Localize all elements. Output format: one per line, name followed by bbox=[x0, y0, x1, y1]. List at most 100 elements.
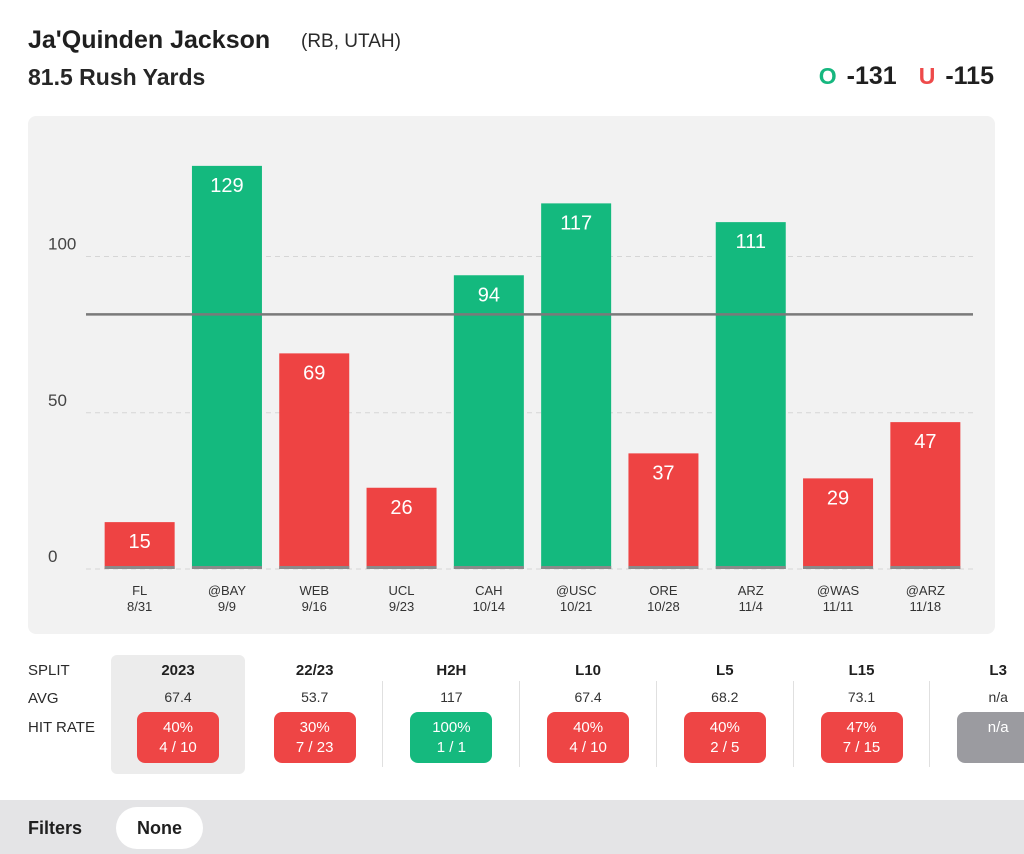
filters-none-chip[interactable]: None bbox=[116, 807, 203, 849]
bar-CAH bbox=[453, 275, 524, 569]
split-avg-value: n/a bbox=[988, 689, 1008, 705]
split-column-label: H2H bbox=[436, 662, 467, 679]
x-date-label: 9/9 bbox=[218, 599, 236, 614]
x-category-label: ORE bbox=[649, 583, 678, 598]
x-date-label: 11/11 bbox=[823, 599, 854, 614]
hit-rate-pill: 100% 1 / 1 bbox=[410, 712, 493, 763]
column-divider bbox=[655, 681, 657, 767]
bar-base bbox=[541, 566, 612, 569]
bar-value-label: 129 bbox=[210, 175, 243, 197]
hit-rate-percent: 100% bbox=[432, 719, 471, 736]
split-column-L10[interactable]: L10 67.4 40% 4 / 10 bbox=[521, 655, 655, 774]
split-column-label: L15 bbox=[848, 662, 875, 679]
bar-base bbox=[191, 566, 262, 569]
hit-rate-percent: 40% bbox=[162, 719, 194, 736]
split-avg-value: 53.7 bbox=[301, 689, 329, 705]
hit-rate-percent: 47% bbox=[846, 719, 877, 736]
avg-label: AVG bbox=[28, 690, 59, 707]
hit-rate-pill: 30% 7 / 23 bbox=[273, 712, 356, 763]
column-divider bbox=[929, 681, 931, 767]
bar-base bbox=[628, 566, 699, 569]
y-tick-label: 100 bbox=[48, 235, 76, 254]
x-category-label: @ARZ bbox=[906, 583, 945, 598]
x-category-label: FL bbox=[132, 583, 147, 598]
hit-rate-pill: 40% 2 / 5 bbox=[683, 712, 766, 763]
x-category-label: @USC bbox=[556, 583, 597, 598]
x-category-label: @BAY bbox=[208, 583, 247, 598]
player-name: Ja'Quinden Jackson bbox=[28, 26, 271, 54]
player-position: (RB, UTAH) bbox=[301, 31, 401, 52]
split-avg-value: 67.4 bbox=[164, 689, 192, 705]
split-avg-value: 67.4 bbox=[574, 689, 602, 705]
hit-rate-label: HIT RATE bbox=[28, 719, 95, 736]
split-avg-value: 117 bbox=[440, 689, 463, 705]
filters-label: Filters bbox=[28, 818, 83, 838]
hit-rate-ratio: 4 / 10 bbox=[569, 739, 607, 756]
hit-rate-percent: 30% bbox=[299, 719, 330, 736]
x-date-label: 9/23 bbox=[389, 599, 414, 614]
x-date-label: 11/18 bbox=[910, 599, 942, 614]
split-column-label: 2023 bbox=[161, 662, 195, 679]
y-tick-label: 50 bbox=[48, 391, 67, 410]
bar-WEB bbox=[279, 353, 350, 569]
bar-@BAY bbox=[191, 165, 262, 569]
bar-value-label: 69 bbox=[303, 362, 325, 384]
x-date-label: 10/21 bbox=[560, 599, 593, 614]
x-date-label: 10/14 bbox=[473, 599, 506, 614]
x-category-label: @WAS bbox=[817, 583, 860, 598]
split-column-2023[interactable]: 2023 67.4 40% 4 / 10 bbox=[111, 655, 245, 774]
x-date-label: 11/4 bbox=[739, 599, 763, 614]
bar-UCL bbox=[366, 487, 437, 569]
under-mark: U bbox=[918, 63, 936, 89]
hit-rate-pill: 40% 4 / 10 bbox=[547, 712, 630, 763]
split-column-L5[interactable]: L5 68.2 40% 2 / 5 bbox=[658, 655, 792, 774]
bar-value-label: 29 bbox=[827, 487, 849, 509]
split-column-L3[interactable]: L3 n/a n/a bbox=[931, 655, 1024, 774]
bar-ORE bbox=[628, 453, 699, 569]
bar-base bbox=[453, 566, 524, 569]
under-odds[interactable]: -115 bbox=[945, 62, 994, 90]
bar-base bbox=[803, 566, 874, 569]
x-category-label: WEB bbox=[299, 583, 329, 598]
hit-rate-percent: n/a bbox=[987, 719, 1009, 736]
prop-line: 81.5 Rush Yards bbox=[28, 64, 206, 90]
odds-display: O -131 U -115 bbox=[819, 62, 994, 91]
over-mark: O bbox=[818, 63, 837, 89]
x-category-label: CAH bbox=[475, 583, 502, 598]
over-odds[interactable]: -131 bbox=[846, 62, 897, 90]
bar-value-label: 117 bbox=[560, 212, 592, 234]
bar-base bbox=[104, 566, 175, 569]
bar-FL bbox=[104, 522, 175, 569]
split-label: SPLIT bbox=[28, 662, 70, 679]
split-column-22-23[interactable]: 22/23 53.7 30% 7 / 23 bbox=[248, 655, 382, 774]
split-column-L15[interactable]: L15 73.1 47% 7 / 15 bbox=[795, 655, 929, 774]
bar-value-label: 37 bbox=[652, 462, 674, 484]
column-divider bbox=[382, 681, 384, 767]
x-date-label: 10/28 bbox=[647, 599, 680, 614]
hit-rate-ratio: 4 / 10 bbox=[159, 739, 197, 756]
bar-base bbox=[279, 566, 350, 569]
splits-table: SPLIT AVG HIT RATE 2023 67.4 40% 4 / 10 22/2… bbox=[0, 655, 1024, 780]
bar-@WAS bbox=[803, 478, 874, 569]
hit-rate-pill: 40% 4 / 10 bbox=[137, 712, 219, 763]
bar-value-label: 111 bbox=[736, 231, 766, 253]
hit-rate-ratio: 7 / 23 bbox=[295, 739, 334, 756]
split-column-H2H[interactable]: H2H 117 100% 1 / 1 bbox=[384, 655, 518, 774]
hit-rate-ratio: 7 / 15 bbox=[842, 739, 881, 756]
bar-@USC bbox=[541, 203, 612, 569]
bar-ARZ bbox=[715, 222, 786, 569]
x-category-label: UCL bbox=[389, 583, 415, 598]
bar-@ARZ bbox=[890, 422, 961, 569]
split-column-label: L3 bbox=[989, 662, 1007, 679]
column-divider bbox=[519, 681, 521, 767]
bar-value-label: 47 bbox=[914, 431, 936, 453]
hit-rate-pill: n/a bbox=[957, 712, 1024, 763]
split-avg-value: 73.1 bbox=[847, 689, 876, 705]
x-date-label: 8/31 bbox=[127, 599, 152, 614]
split-column-label: 22/23 bbox=[295, 662, 334, 679]
bar-value-label: 26 bbox=[390, 497, 412, 519]
hit-rate-ratio: 2 / 5 bbox=[710, 739, 740, 756]
split-column-label: L5 bbox=[716, 662, 734, 679]
split-avg-value: 68.2 bbox=[711, 689, 739, 705]
